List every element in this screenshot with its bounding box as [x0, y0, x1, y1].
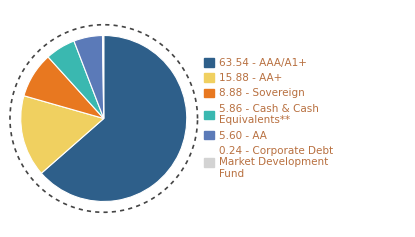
Wedge shape	[74, 36, 104, 118]
Wedge shape	[24, 57, 104, 118]
Wedge shape	[103, 36, 104, 118]
Wedge shape	[21, 96, 104, 173]
Wedge shape	[48, 41, 104, 118]
Legend: 63.54 - AAA/A1+, 15.88 - AA+, 8.88 - Sovereign, 5.86 - Cash & Cash
Equivalents**: 63.54 - AAA/A1+, 15.88 - AA+, 8.88 - Sov…	[203, 56, 335, 181]
Wedge shape	[42, 36, 187, 201]
